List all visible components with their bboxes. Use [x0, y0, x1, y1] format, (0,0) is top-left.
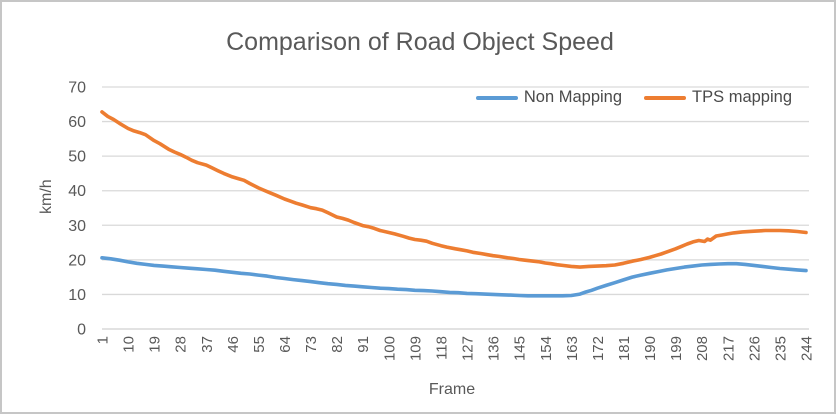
- legend-item-tps-mapping: TPS mapping: [644, 88, 792, 107]
- x-tick-label: 10: [121, 336, 138, 353]
- x-tick-label: 73: [303, 336, 320, 353]
- x-tick-label: 37: [199, 336, 216, 353]
- x-tick-label: 163: [564, 336, 581, 361]
- x-tick-label: 100: [381, 336, 398, 361]
- x-axis-title: Frame: [428, 381, 476, 398]
- x-tick-label: 199: [668, 336, 685, 361]
- x-tick-label: 136: [486, 336, 503, 361]
- legend: Non Mapping TPS mapping: [475, 88, 792, 107]
- x-tick-label: 118: [433, 336, 450, 360]
- legend-label-tps-mapping: TPS mapping: [692, 88, 792, 106]
- x-tick-label: 91: [355, 336, 372, 353]
- x-tick-label: 226: [746, 336, 763, 361]
- legend-item-non-mapping: Non Mapping: [475, 88, 623, 107]
- x-tick-label: 208: [694, 336, 711, 361]
- x-tick-label: 145: [512, 336, 529, 361]
- y-tick-label: 30: [68, 218, 86, 235]
- y-tick-label: 60: [68, 114, 86, 131]
- x-tick-label: 154: [538, 336, 555, 361]
- x-tick-label: 64: [277, 336, 294, 353]
- x-tick-label: 181: [616, 336, 633, 361]
- x-tick-label: 244: [799, 336, 816, 361]
- y-tick-label: 50: [68, 149, 86, 166]
- x-tick-label: 172: [590, 336, 607, 361]
- x-tick-label: 190: [642, 336, 659, 361]
- legend-swatch-non-mapping: [475, 95, 518, 100]
- y-tick-label: 40: [68, 183, 86, 200]
- x-tick-label: 55: [251, 336, 268, 353]
- x-tick-label: 82: [329, 336, 346, 353]
- series-line-non-mapping: [100, 256, 808, 298]
- series-line-tps-mapping: [100, 110, 808, 269]
- x-tick-label: 235: [772, 336, 789, 361]
- chart-title: Comparison of Road Object Speed: [226, 28, 614, 56]
- y-tick-label: 0: [77, 322, 86, 339]
- x-tick-label: 28: [173, 336, 190, 353]
- legend-label-non-mapping: Non Mapping: [523, 88, 623, 106]
- y-tick-label: 70: [68, 80, 86, 97]
- y-axis-title: km/h: [38, 179, 55, 214]
- x-tick-label: 46: [225, 336, 242, 353]
- y-tick-label: 10: [68, 287, 86, 304]
- x-tick-label: 217: [720, 336, 737, 361]
- x-tick-label: 109: [407, 336, 424, 361]
- legend-swatch-tps-mapping: [644, 95, 687, 100]
- x-tick-label: 1: [95, 336, 112, 344]
- y-tick-label: 20: [68, 252, 86, 269]
- x-tick-label: 127: [460, 336, 477, 361]
- x-tick-label: 19: [147, 336, 164, 353]
